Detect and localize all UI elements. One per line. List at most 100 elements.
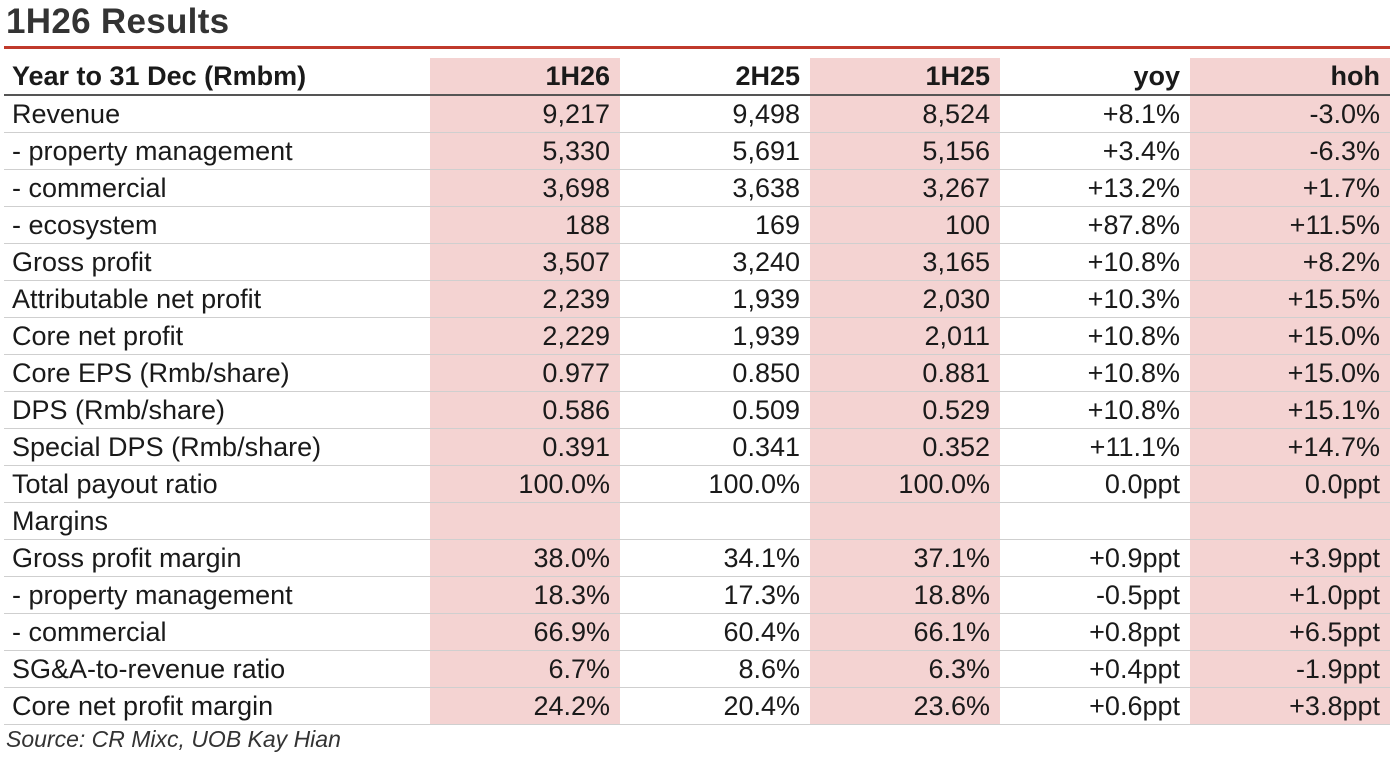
table-row: Attributable net profit 2,239 1,939 2,030 +1…: [4, 280, 1390, 318]
table-row: Margins: [4, 502, 1390, 540]
cell-1h25: 6.3%: [810, 650, 1000, 688]
cell-label: - property management: [4, 132, 430, 170]
cell-2h25: 17.3%: [620, 576, 810, 614]
cell-2h25: 0.341: [620, 428, 810, 466]
cell-2h25: 0.850: [620, 354, 810, 392]
cell-1h26: 5,330: [430, 132, 620, 170]
cell-hoh: [1190, 502, 1390, 540]
cell-yoy: +87.8%: [1000, 206, 1190, 244]
cell-label: SG&A-to-revenue ratio: [4, 650, 430, 688]
cell-yoy: [1000, 502, 1190, 540]
cell-yoy: +0.8ppt: [1000, 613, 1190, 651]
header-2h25: 2H25: [620, 58, 810, 96]
cell-yoy: +10.8%: [1000, 317, 1190, 355]
page-title: 1H26 Results: [6, 2, 230, 41]
cell-1h25: 100.0%: [810, 465, 1000, 503]
source-note: Source: CR Mixc, UOB Kay Hian: [6, 726, 341, 752]
cell-hoh: +15.0%: [1190, 317, 1390, 355]
cell-1h25: 3,267: [810, 169, 1000, 207]
cell-hoh: +6.5ppt: [1190, 613, 1390, 651]
cell-label: Core EPS (Rmb/share): [4, 354, 430, 392]
cell-hoh: +11.5%: [1190, 206, 1390, 244]
cell-2h25: 1,939: [620, 280, 810, 318]
cell-1h25: 0.881: [810, 354, 1000, 392]
cell-1h26: 3,507: [430, 243, 620, 281]
header-hoh: hoh: [1190, 58, 1390, 96]
table-row: Core EPS (Rmb/share) 0.977 0.850 0.881 +10.8…: [4, 354, 1390, 392]
table-row: SG&A-to-revenue ratio 6.7% 8.6% 6.3% +0.4ppt…: [4, 650, 1390, 688]
cell-2h25: 100.0%: [620, 465, 810, 503]
cell-1h25: 37.1%: [810, 539, 1000, 577]
cell-label: Total payout ratio: [4, 465, 430, 503]
cell-1h25: 2,030: [810, 280, 1000, 318]
cell-1h25: 18.8%: [810, 576, 1000, 614]
table-row: DPS (Rmb/share) 0.586 0.509 0.529 +10.8% +15.…: [4, 391, 1390, 429]
cell-2h25: 34.1%: [620, 539, 810, 577]
table-row: Gross profit 3,507 3,240 3,165 +10.8% +8.2%: [4, 243, 1390, 281]
cell-2h25: 0.509: [620, 391, 810, 429]
cell-1h25: 3,165: [810, 243, 1000, 281]
cell-label: Revenue: [4, 95, 430, 133]
cell-1h25: 23.6%: [810, 687, 1000, 725]
header-1h26: 1H26: [430, 58, 620, 96]
cell-label: Core net profit: [4, 317, 430, 355]
cell-1h26: 2,229: [430, 317, 620, 355]
cell-1h26: 66.9%: [430, 613, 620, 651]
cell-1h26: 18.3%: [430, 576, 620, 614]
cell-1h26: [430, 502, 620, 540]
cell-label: - commercial: [4, 613, 430, 651]
cell-label: DPS (Rmb/share): [4, 391, 430, 429]
cell-2h25: 9,498: [620, 95, 810, 133]
cell-label: Gross profit: [4, 243, 430, 281]
cell-label: - property management: [4, 576, 430, 614]
cell-yoy: +10.3%: [1000, 280, 1190, 318]
cell-hoh: -3.0%: [1190, 95, 1390, 133]
cell-hoh: +1.7%: [1190, 169, 1390, 207]
cell-yoy: +8.1%: [1000, 95, 1190, 133]
table-row: Total payout ratio 100.0% 100.0% 100.0% 0.0p…: [4, 465, 1390, 503]
cell-yoy: +0.4ppt: [1000, 650, 1190, 688]
cell-hoh: +3.9ppt: [1190, 539, 1390, 577]
cell-label: - commercial: [4, 169, 430, 207]
results-table: Year to 31 Dec (Rmbm) 1H26 2H25 1H25 yoy…: [4, 58, 1390, 725]
cell-1h26: 0.391: [430, 428, 620, 466]
table-row: Core net profit 2,229 1,939 2,011 +10.8% +15.…: [4, 317, 1390, 355]
table-row: - property management 5,330 5,691 5,156 +3.4…: [4, 132, 1390, 170]
cell-2h25: 1,939: [620, 317, 810, 355]
table-row: - ecosystem 188 169 100 +87.8% +11.5%: [4, 206, 1390, 244]
cell-1h25: 8,524: [810, 95, 1000, 133]
cell-hoh: +15.1%: [1190, 391, 1390, 429]
cell-yoy: +11.1%: [1000, 428, 1190, 466]
cell-hoh: +15.0%: [1190, 354, 1390, 392]
table-row: - commercial 3,698 3,638 3,267 +13.2% +1.7%: [4, 169, 1390, 207]
cell-yoy: +0.6ppt: [1000, 687, 1190, 725]
cell-hoh: -1.9ppt: [1190, 650, 1390, 688]
table-row: - commercial 66.9% 60.4% 66.1% +0.8ppt +6.5pp…: [4, 613, 1390, 651]
cell-1h25: 0.352: [810, 428, 1000, 466]
cell-label: Special DPS (Rmb/share): [4, 428, 430, 466]
cell-label: Gross profit margin: [4, 539, 430, 577]
table-row: Revenue 9,217 9,498 8,524 +8.1% -3.0%: [4, 95, 1390, 133]
cell-hoh: +14.7%: [1190, 428, 1390, 466]
cell-1h25: 100: [810, 206, 1000, 244]
cell-hoh: -6.3%: [1190, 132, 1390, 170]
cell-yoy: +10.8%: [1000, 391, 1190, 429]
cell-hoh: +8.2%: [1190, 243, 1390, 281]
cell-yoy: 0.0ppt: [1000, 465, 1190, 503]
cell-1h25: 5,156: [810, 132, 1000, 170]
cell-yoy: +3.4%: [1000, 132, 1190, 170]
cell-label: Attributable net profit: [4, 280, 430, 318]
cell-hoh: 0.0ppt: [1190, 465, 1390, 503]
cell-2h25: 20.4%: [620, 687, 810, 725]
cell-2h25: 3,638: [620, 169, 810, 207]
header-yoy: yoy: [1000, 58, 1190, 96]
cell-2h25: 169: [620, 206, 810, 244]
cell-hoh: +15.5%: [1190, 280, 1390, 318]
cell-1h26: 0.977: [430, 354, 620, 392]
cell-1h26: 6.7%: [430, 650, 620, 688]
cell-hoh: +1.0ppt: [1190, 576, 1390, 614]
table-row: Special DPS (Rmb/share) 0.391 0.341 0.352 +1…: [4, 428, 1390, 466]
cell-1h26: 9,217: [430, 95, 620, 133]
cell-1h26: 100.0%: [430, 465, 620, 503]
cell-2h25: [620, 502, 810, 540]
